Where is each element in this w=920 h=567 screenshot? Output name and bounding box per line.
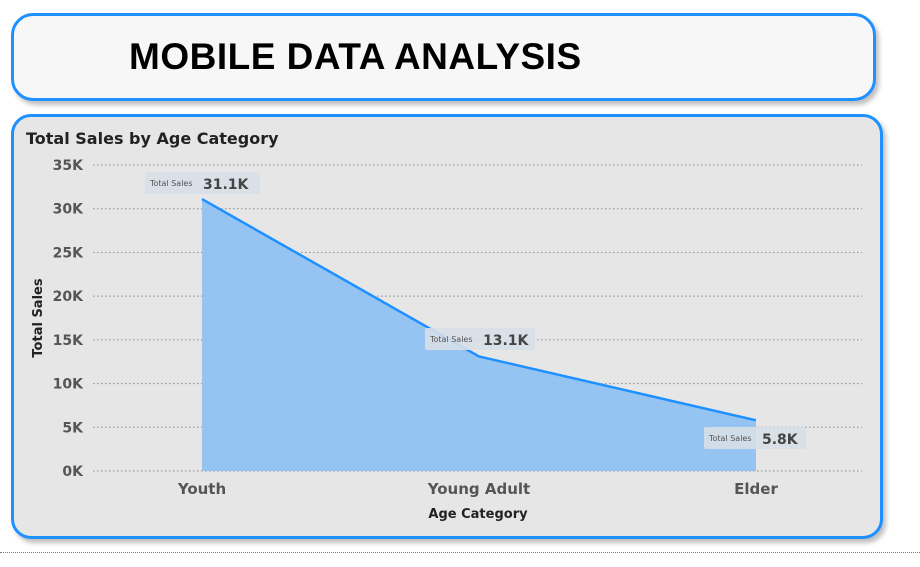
data-label-value: 31.1K (203, 177, 250, 193)
x-axis-label: Age Category (428, 507, 528, 522)
data-label-box (425, 328, 535, 350)
data-label-series-name: Total Sales (149, 179, 193, 188)
x-tick-label: Elder (734, 480, 778, 498)
y-tick-label: 0K (62, 464, 84, 480)
data-label: Total Sales 13.1K (425, 328, 535, 350)
y-tick-label: 35K (53, 158, 84, 174)
y-axis-label: Total Sales (31, 278, 46, 357)
data-label-series-name: Total Sales (429, 335, 473, 344)
bottom-divider (0, 552, 920, 553)
page-title: MOBILE DATA ANALYSIS (129, 36, 582, 77)
data-label: Total Sales 5.8K (704, 427, 806, 449)
y-tick-label: 25K (53, 245, 84, 261)
series-line[interactable] (201, 198, 757, 422)
x-tick-label: Young Adult (427, 480, 530, 498)
y-tick-label: 20K (53, 289, 84, 305)
y-tick-label: 15K (53, 333, 84, 349)
data-label-box (145, 172, 260, 194)
data-point[interactable] (474, 351, 484, 361)
data-label: Total Sales 31.1K (145, 172, 260, 194)
y-tick-label: 10K (53, 377, 84, 393)
y-tick-label: 5K (62, 420, 84, 436)
series-area-fill[interactable] (202, 199, 756, 471)
data-label-value: 5.8K (762, 432, 799, 448)
x-tick-label: Youth (177, 480, 226, 498)
y-tick-label: 30K (53, 202, 84, 218)
data-point[interactable] (751, 415, 761, 425)
data-point[interactable] (197, 194, 207, 204)
data-label-value: 13.1K (483, 333, 530, 349)
data-label-box (704, 427, 806, 449)
y-axis-ticks: 0K 5K 10K 15K 20K 25K 30K 35K (53, 158, 84, 480)
chart-title: Total Sales by Age Category (26, 129, 279, 148)
title-card: MOBILE DATA ANALYSIS (11, 13, 876, 101)
series-area[interactable] (197, 194, 761, 471)
data-label-series-name: Total Sales (708, 434, 752, 443)
x-axis-ticks: Youth Young Adult Elder (177, 480, 779, 498)
